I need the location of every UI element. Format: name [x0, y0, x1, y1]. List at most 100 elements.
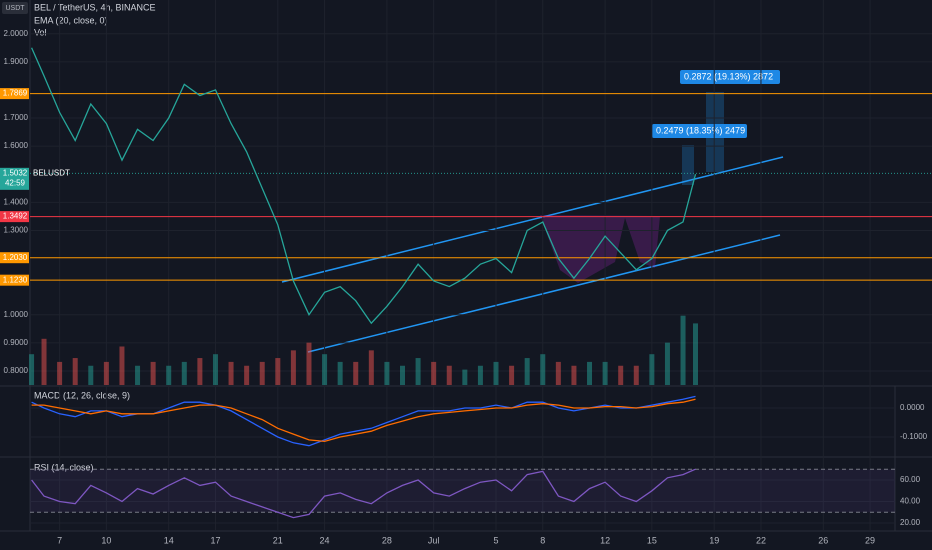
volume-bar [618, 365, 624, 385]
volume-bar [384, 361, 390, 385]
volume-bar [103, 361, 109, 385]
volume-bar [306, 342, 312, 385]
volume-bar [493, 361, 499, 385]
ema-legend: EMA (20, close, 0) [34, 15, 108, 25]
y-tick-label: -0.1000 [900, 432, 928, 441]
volume-bar [181, 361, 187, 385]
y-tick-label: 0.9000 [4, 338, 29, 347]
volume-bar [462, 369, 468, 385]
volume-bar [540, 354, 546, 385]
volume-bar [72, 358, 78, 385]
volume-bar [88, 365, 94, 385]
volume-bar [431, 361, 437, 385]
x-tick-label: 21 [273, 535, 283, 545]
series-line [31, 47, 697, 325]
symbol-label: BELUSDT [33, 168, 70, 177]
y-tick-label: 20.00 [900, 518, 921, 527]
volume-bar [649, 354, 655, 385]
measure-box [680, 70, 780, 84]
channel-upper [281, 156, 784, 283]
volume-bar [571, 365, 577, 385]
x-tick-label: 10 [101, 535, 111, 545]
x-tick-label: 28 [382, 535, 392, 545]
y-tick-label: 1.6000 [4, 141, 29, 150]
volume-bar [244, 365, 250, 385]
volume-bar [524, 358, 530, 385]
volume-bar [337, 361, 343, 385]
series-line [31, 398, 696, 443]
price-badge-label: 1.7869 [3, 89, 28, 98]
currency-badge [2, 2, 28, 14]
volume-bar [119, 346, 125, 385]
volume-bar [212, 354, 218, 385]
price-badge [0, 167, 29, 190]
x-tick-label: 19 [709, 535, 719, 545]
price-badge [0, 211, 29, 223]
x-tick-label: 24 [320, 535, 330, 545]
y-tick-label: 60.00 [900, 475, 921, 484]
volume-bar [664, 342, 670, 385]
vol-legend: Vol [34, 27, 47, 37]
volume-bar [368, 350, 374, 385]
volume-bar [602, 361, 608, 385]
volume-bar [477, 365, 483, 385]
symbol: BEL / TetherUS, 4h, BINANCE [34, 2, 156, 12]
y-tick-label: 1.0000 [4, 310, 29, 319]
volume-bar [399, 365, 405, 385]
y-tick-label: 0.8000 [4, 366, 29, 375]
volume-bar [228, 361, 234, 385]
x-tick-label: 26 [818, 535, 828, 545]
macd-legend: MACD (12, 26, close, 9) [34, 390, 130, 400]
price-badge [0, 88, 29, 100]
volume-bar [555, 361, 561, 385]
price-badge [0, 274, 29, 286]
pattern-area [540, 215, 660, 283]
rsi-band-fill [30, 469, 895, 513]
y-tick-label: 1.3000 [4, 226, 29, 235]
x-tick-label: 15 [647, 535, 657, 545]
volume-bar [693, 323, 699, 385]
x-tick-label: 8 [540, 535, 545, 545]
volume-bar [57, 361, 63, 385]
volume-bar [135, 365, 141, 385]
price-badge-label: 1.1230 [3, 275, 28, 284]
volume-bar [166, 365, 172, 385]
x-tick-label: Jul [428, 535, 440, 545]
y-tick-label: 1.9000 [4, 57, 29, 66]
volume-bar [197, 358, 203, 385]
measure-label: 0.2872 (19.13%) 2872 [684, 71, 773, 81]
volume-bar [290, 350, 296, 385]
x-tick-label: 14 [164, 535, 174, 545]
x-tick-label: 7 [57, 535, 62, 545]
volume-bar [275, 358, 281, 385]
y-tick-label: 40.00 [900, 497, 921, 506]
volume-bar [633, 365, 639, 385]
rsi-legend: RSI (14, close) [34, 462, 94, 472]
price-badge [0, 252, 29, 264]
volume-bar [509, 365, 515, 385]
price-badge-label: 1.3492 [3, 212, 28, 221]
y-tick-label: 1.4000 [4, 197, 29, 206]
x-tick-label: 22 [756, 535, 766, 545]
x-tick-label: 29 [865, 535, 875, 545]
volume-bar [446, 365, 452, 385]
y-tick-label: 0.0000 [900, 403, 925, 412]
volume-bar [29, 354, 35, 385]
measure-range [682, 145, 694, 185]
measure-box [652, 124, 747, 138]
currency: USDT [5, 5, 25, 12]
volume-bar [259, 361, 265, 385]
volume-bar [415, 358, 421, 385]
volume-bar [587, 361, 593, 385]
volume-bar [353, 361, 359, 385]
y-tick-label: 2.0000 [4, 29, 29, 38]
series-line [31, 468, 696, 519]
volume-bar [150, 361, 156, 385]
volume-bar [41, 338, 47, 385]
volume-bar [680, 315, 686, 385]
volume-bar [322, 354, 328, 385]
price-badge-label: 1.2030 [3, 253, 28, 262]
price-badge-label: 1.5032 [3, 168, 28, 177]
